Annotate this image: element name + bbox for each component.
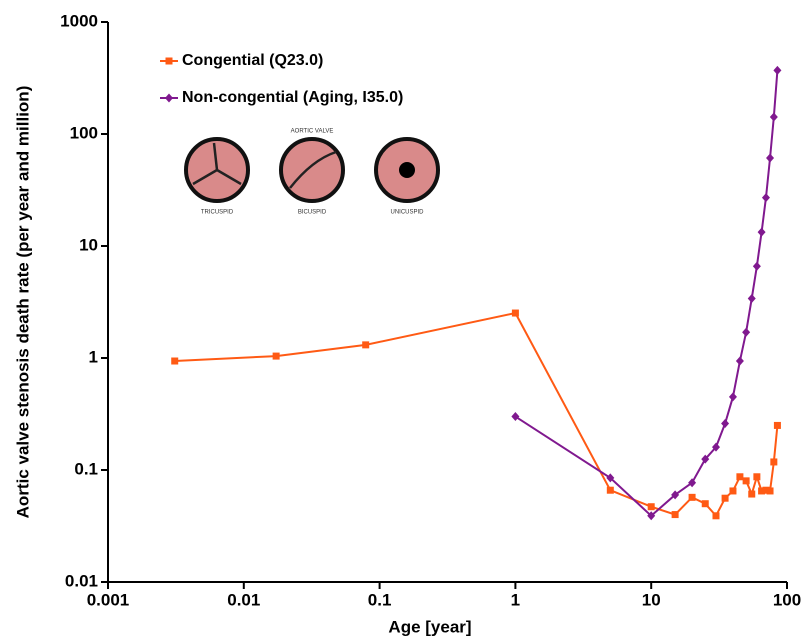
- marker: [748, 490, 756, 498]
- valve-icon: [289, 150, 337, 189]
- x-tick-label: 0.001: [87, 590, 130, 609]
- inset-label: TRICUSPID: [201, 210, 234, 216]
- valve-icon: [192, 142, 242, 186]
- legend-label: Non-congential (Aging, I35.0): [182, 89, 403, 106]
- inset-label: UNICUSPID: [390, 210, 424, 216]
- marker: [511, 309, 519, 317]
- y-tick-label: 0.01: [65, 571, 98, 590]
- marker: [712, 512, 720, 520]
- marker: [769, 112, 778, 122]
- valve-icon: [279, 137, 345, 203]
- marker: [752, 261, 761, 271]
- marker: [736, 473, 744, 481]
- x-axis-label: Age [year]: [388, 617, 471, 636]
- marker: [721, 419, 730, 429]
- marker: [742, 477, 750, 485]
- marker: [647, 511, 656, 521]
- marker: [770, 458, 778, 466]
- x-tick-label: 100: [773, 590, 801, 609]
- y-tick-label: 10: [79, 235, 98, 254]
- y-tick-label: 100: [70, 123, 98, 142]
- marker: [165, 57, 173, 65]
- marker: [773, 65, 782, 75]
- y-axis-label: Aortic valve stenosis death rate (per ye…: [13, 86, 32, 519]
- marker: [701, 454, 710, 464]
- marker: [165, 93, 173, 103]
- marker: [757, 227, 766, 237]
- inset-label: AORTIC VALVE: [291, 129, 334, 135]
- marker: [747, 293, 756, 303]
- marker: [729, 487, 737, 495]
- x-tick-label: 10: [642, 590, 661, 609]
- inset-label: BICUSPID: [298, 210, 327, 216]
- marker: [761, 193, 770, 203]
- y-tick-label: 0.1: [74, 459, 98, 478]
- marker: [753, 473, 761, 481]
- marker: [758, 487, 766, 495]
- marker: [362, 341, 370, 349]
- x-tick-label: 0.1: [368, 590, 392, 609]
- marker: [688, 493, 696, 501]
- marker: [773, 421, 781, 429]
- marker: [688, 478, 697, 488]
- marker: [671, 511, 679, 519]
- valve-inset: AORTIC VALVE TRICUSPID BICUSPID UNICUSPI…: [184, 129, 440, 216]
- marker: [606, 473, 615, 483]
- marker: [511, 412, 520, 422]
- valve-icon: [399, 162, 415, 178]
- marker: [701, 500, 709, 508]
- marker: [647, 503, 655, 511]
- marker: [606, 486, 614, 494]
- marker: [671, 490, 680, 500]
- marker: [272, 352, 280, 360]
- x-tick-label: 1: [511, 590, 520, 609]
- marker: [711, 442, 720, 452]
- y-tick-label: 1: [89, 347, 98, 366]
- marker: [766, 487, 774, 495]
- x-tick-label: 0.01: [227, 590, 260, 609]
- legend-label: Congential (Q23.0): [182, 52, 323, 69]
- series-line: [514, 70, 779, 518]
- marker: [735, 356, 744, 366]
- marker: [742, 327, 751, 337]
- marker: [766, 153, 775, 163]
- y-tick-label: 1000: [60, 11, 98, 30]
- marker: [762, 486, 770, 494]
- marker: [171, 357, 179, 365]
- marker: [721, 494, 729, 502]
- marker: [728, 392, 737, 402]
